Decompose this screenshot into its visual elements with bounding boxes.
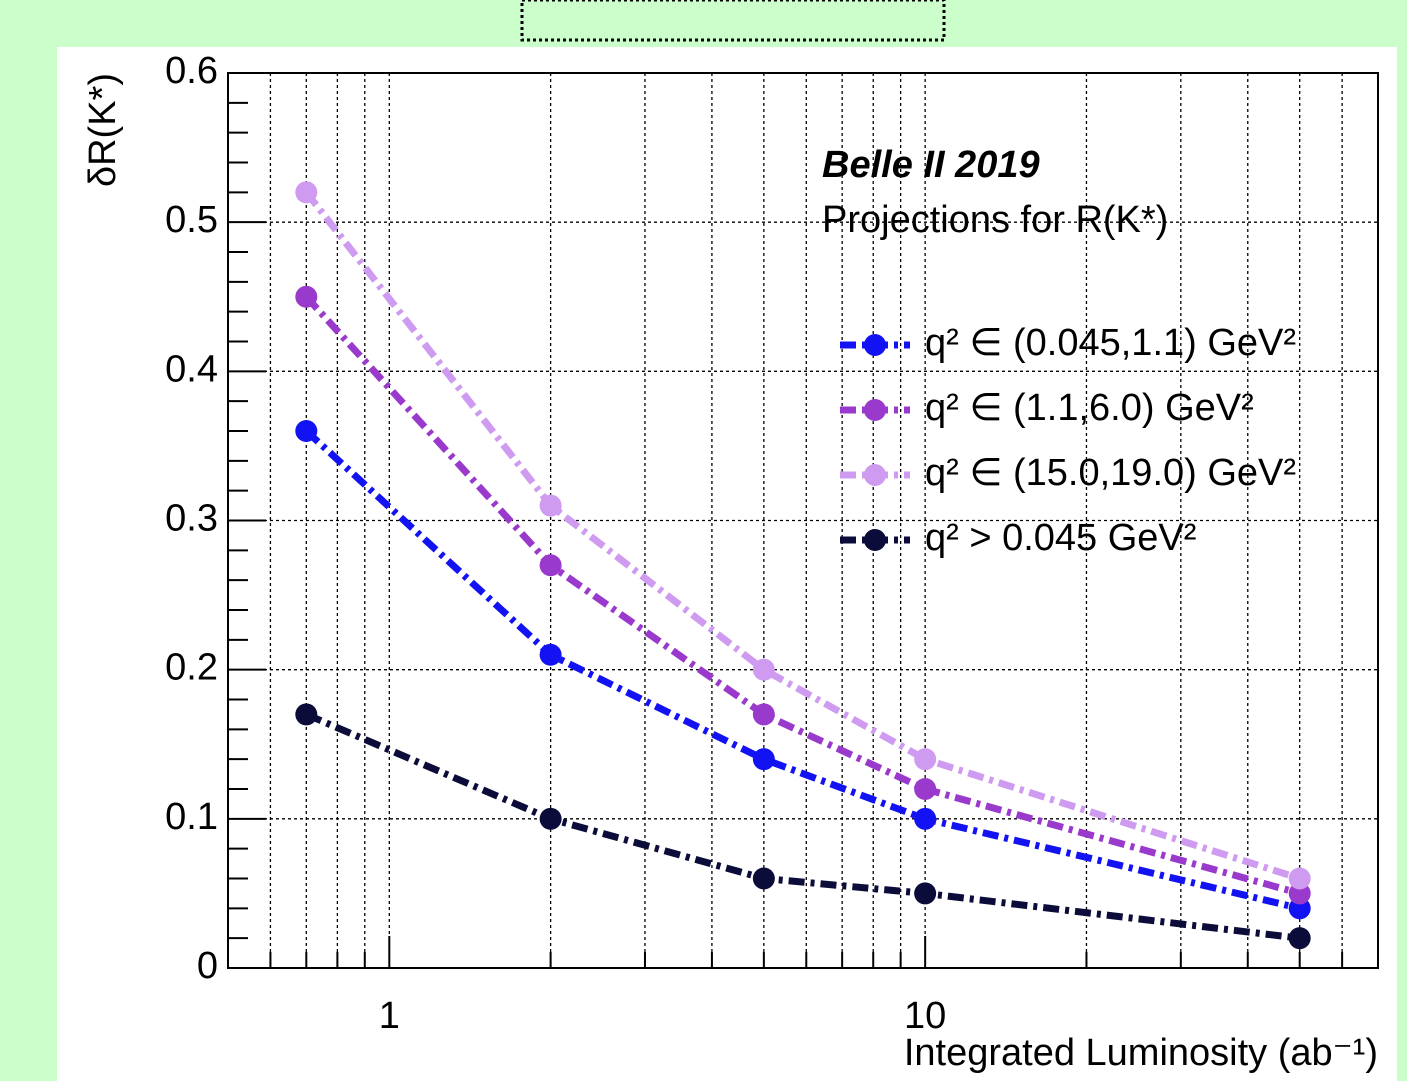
data-point — [752, 748, 775, 771]
data-point — [539, 807, 562, 830]
data-point — [914, 778, 937, 800]
title-placeholder — [520, 0, 946, 42]
y-tick-label: 0.3 — [165, 498, 218, 540]
data-point — [295, 703, 318, 726]
legend-marker — [864, 399, 886, 421]
series-line — [303, 190, 1301, 882]
data-point — [752, 658, 775, 681]
legend-label: q² ∈ (1.1,6.0) GeV² — [925, 387, 1254, 429]
legend-label: q² ∈ (0.045,1.1) GeV² — [925, 322, 1296, 364]
data-point — [914, 748, 937, 771]
legend-label: q² > 0.045 GeV² — [925, 517, 1196, 559]
legend-label: q² ∈ (15.0,19.0) GeV² — [925, 452, 1296, 494]
data-point — [295, 181, 318, 204]
x-axis-label: Integrated Luminosity (ab⁻¹) — [904, 1032, 1378, 1074]
legend-marker — [864, 529, 886, 551]
data-point — [914, 807, 937, 830]
plot-frame — [227, 72, 1379, 969]
data-point — [752, 867, 775, 890]
data-point — [1288, 927, 1311, 950]
data-point — [539, 554, 562, 577]
data-point — [1288, 867, 1311, 890]
annotation-title: Belle II 2019 — [822, 144, 1040, 186]
data-point — [539, 494, 562, 517]
data-point — [914, 882, 937, 905]
y-axis-label: δR(K*) — [82, 73, 124, 187]
data-point — [752, 703, 775, 726]
annotation-subtitle: Projections for R(K*) — [822, 199, 1168, 241]
legend-marker — [864, 334, 886, 356]
x-tick-label: 10 — [904, 995, 946, 1037]
x-tick-label: 1 — [379, 995, 400, 1037]
y-tick-label: 0.4 — [165, 348, 218, 390]
y-tick-label: 0.5 — [165, 199, 218, 241]
y-tick-label: 0.6 — [165, 50, 218, 92]
data-point — [295, 285, 318, 308]
panel — [57, 47, 1397, 1081]
data-point — [539, 643, 562, 666]
y-tick-label: 0.2 — [165, 647, 218, 689]
y-tick-label: 0 — [197, 945, 218, 987]
legend-marker — [864, 464, 886, 486]
data-point — [295, 420, 318, 442]
y-tick-label: 0.1 — [165, 796, 218, 838]
